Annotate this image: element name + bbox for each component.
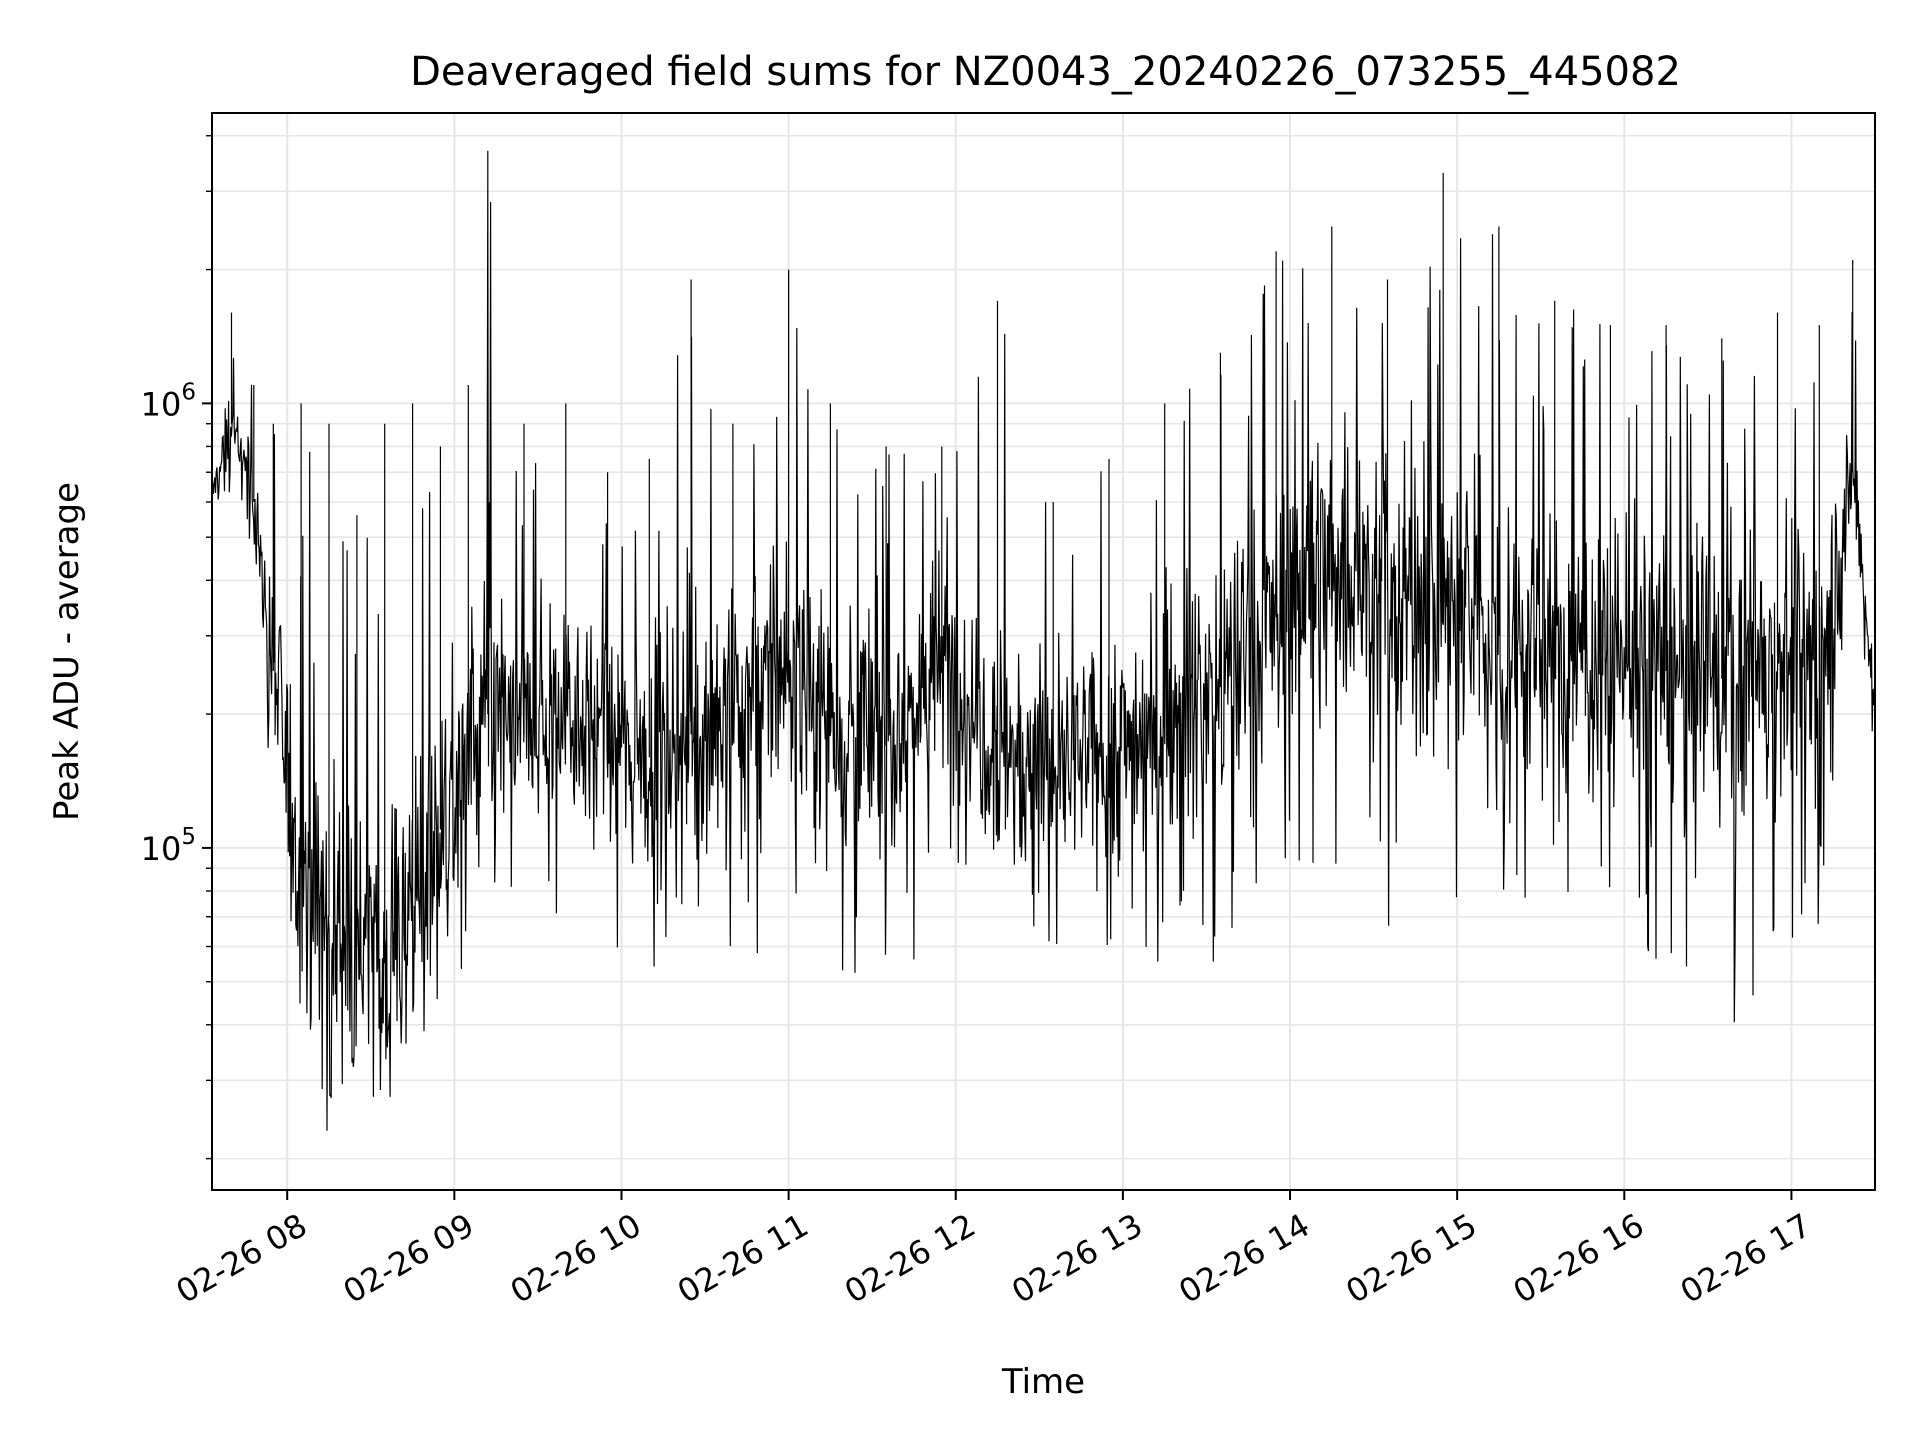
- x-axis-label: Time: [1001, 1362, 1085, 1402]
- y-axis-label: Peak ADU - average: [47, 482, 87, 821]
- series-line: [212, 150, 1875, 1131]
- series-line-path: [212, 150, 1875, 1131]
- y-tick-label: 106: [141, 379, 196, 423]
- chart-title: Deaveraged field sums for NZ0043_2024022…: [410, 49, 1681, 95]
- axes-frame: [211, 112, 1876, 1191]
- y-tick-label: 105: [141, 824, 196, 868]
